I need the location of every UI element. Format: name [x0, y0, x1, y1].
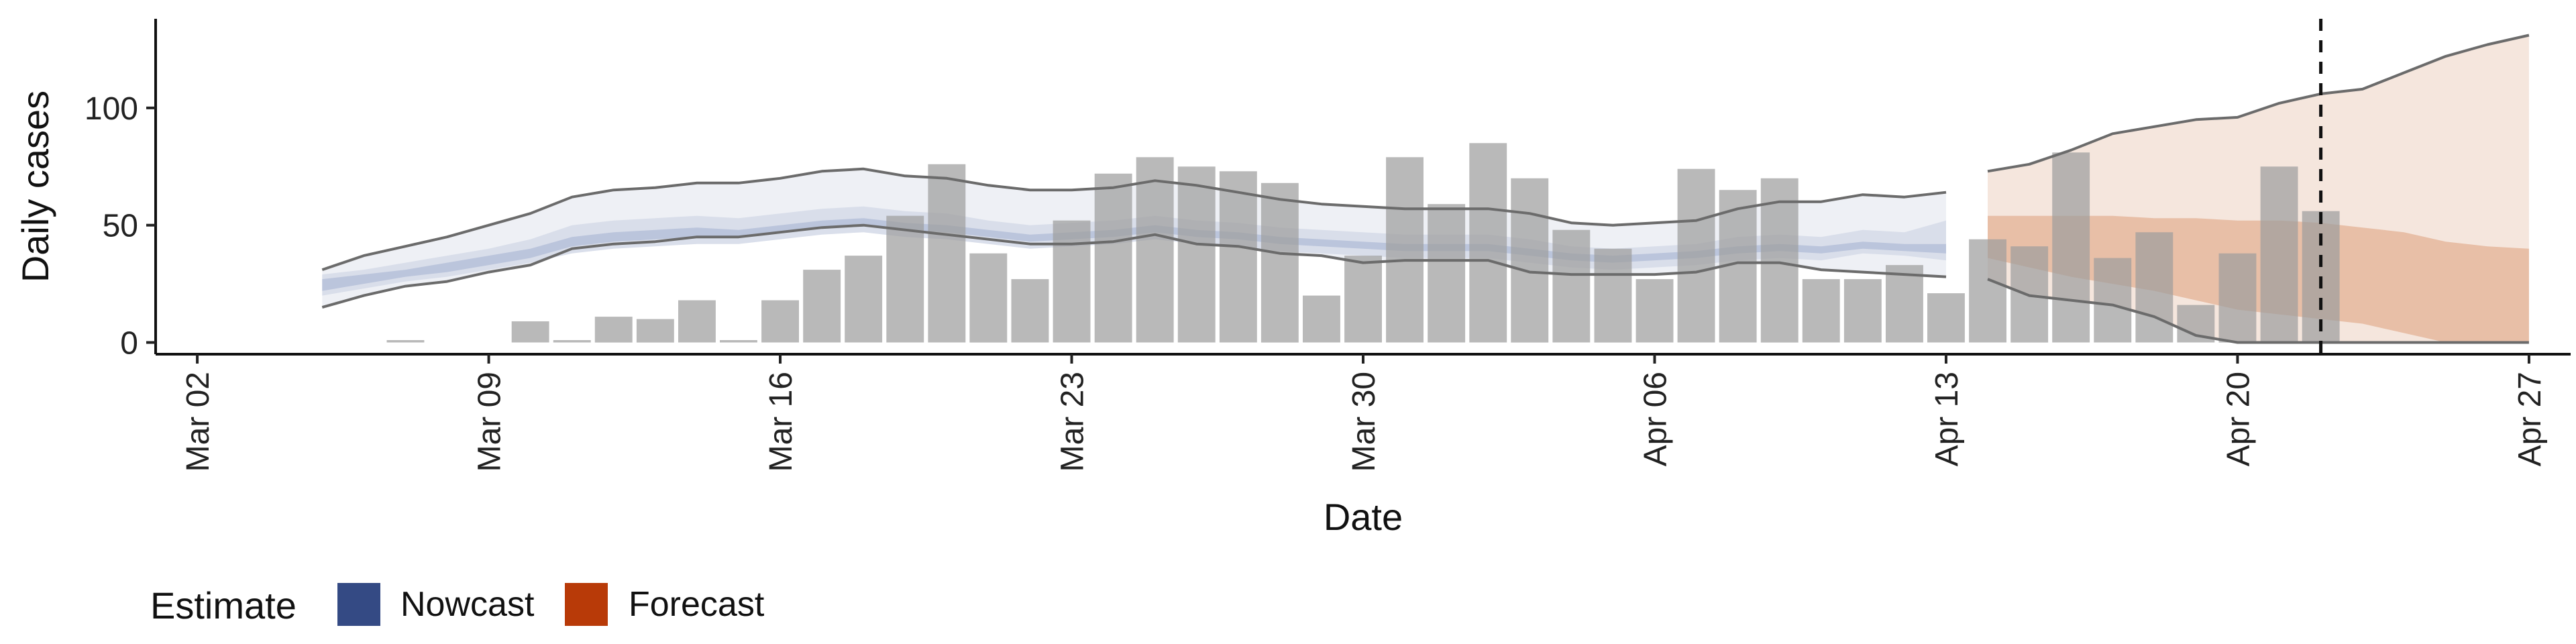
case-bar: [1053, 220, 1091, 343]
case-bar: [1802, 279, 1840, 343]
case-bar: [1136, 157, 1174, 343]
case-bar: [386, 340, 425, 343]
case-bar: [1386, 157, 1424, 343]
case-bar: [928, 164, 966, 343]
x-axis-ticks: Mar 02 Mar 09 Mar 16 Mar 23 Mar 30 Apr 06 Apr …: [180, 354, 2548, 472]
case-bar: [1511, 178, 1549, 343]
case-bar: [2052, 152, 2090, 343]
interval-outline-lines: [321, 34, 2530, 344]
case-bar: [1011, 279, 1049, 343]
forecast-lower-line: [1987, 278, 2529, 344]
y-tick-label: 50: [103, 209, 138, 244]
legend-label-forecast: Forecast: [629, 585, 765, 624]
case-bar: [1677, 168, 1715, 343]
case-bar: [969, 253, 1008, 343]
case-bar: [761, 300, 799, 343]
legend: Estimate Nowcast Forecast: [150, 583, 765, 627]
case-bar: [1843, 279, 1882, 343]
forecast-inner-band: [1988, 215, 2529, 343]
case-bar: [1760, 178, 1799, 343]
case-bar: [1177, 166, 1216, 343]
case-bar: [1594, 248, 1632, 343]
case-bar: [1552, 229, 1591, 343]
case-bar: [886, 215, 924, 343]
case-bar: [1428, 204, 1466, 343]
legend-title: Estimate: [150, 584, 297, 627]
case-bar: [678, 300, 716, 343]
observed-case-bars: [386, 143, 2340, 343]
case-bar: [1886, 265, 1923, 343]
legend-swatch-forecast: [565, 583, 608, 626]
case-bar: [1927, 293, 1965, 343]
case-bar: [1303, 295, 1340, 343]
x-tick-label: Mar 09: [472, 372, 508, 472]
case-bar: [720, 340, 757, 343]
x-tick-label: Apr 27: [2512, 372, 2548, 466]
case-bar: [2218, 253, 2257, 343]
y-tick-label: 100: [85, 91, 138, 127]
x-tick-label: Mar 30: [1346, 372, 1382, 472]
case-bar: [511, 321, 549, 343]
case-bar: [2260, 166, 2298, 343]
y-axis-title: Daily cases: [14, 91, 56, 282]
legend-label-nowcast: Nowcast: [400, 585, 535, 624]
nowcast-middle-band: [322, 206, 1946, 296]
case-bar: [1094, 173, 1132, 343]
case-bar: [1344, 256, 1382, 343]
legend-swatch-nowcast: [337, 583, 380, 626]
x-tick-label: Mar 16: [763, 372, 799, 472]
y-tick-label: 0: [120, 326, 138, 362]
nowcast-lower-line: [321, 223, 1947, 309]
x-tick-label: Mar 23: [1055, 372, 1091, 472]
case-bar: [2094, 258, 2132, 343]
case-bar: [1219, 171, 1257, 343]
case-bar: [1635, 279, 1674, 343]
case-bar: [553, 340, 591, 343]
case-bar: [636, 319, 674, 343]
case-bar: [1969, 239, 2006, 343]
x-tick-label: Mar 02: [180, 372, 216, 472]
case-bar: [2135, 232, 2174, 343]
case-bar: [845, 256, 883, 343]
case-bar: [803, 270, 841, 343]
case-bar: [594, 317, 633, 343]
forecast-upper-line: [1987, 34, 2530, 173]
y-axis-ticks: 0 50 100: [85, 91, 156, 362]
x-axis-title: Date: [1324, 496, 1403, 538]
nowcast-upper-line: [321, 167, 1947, 271]
x-tick-label: Apr 20: [2220, 372, 2256, 466]
case-bar: [1260, 182, 1299, 343]
x-tick-label: Apr 06: [1638, 372, 1674, 466]
axes: 0 50 100 Mar 02 Mar 09 Mar 16 Mar 23 Mar 30 Apr…: [85, 19, 2571, 472]
case-bar: [1469, 143, 1507, 343]
x-tick-label: Apr 13: [1929, 372, 1965, 466]
